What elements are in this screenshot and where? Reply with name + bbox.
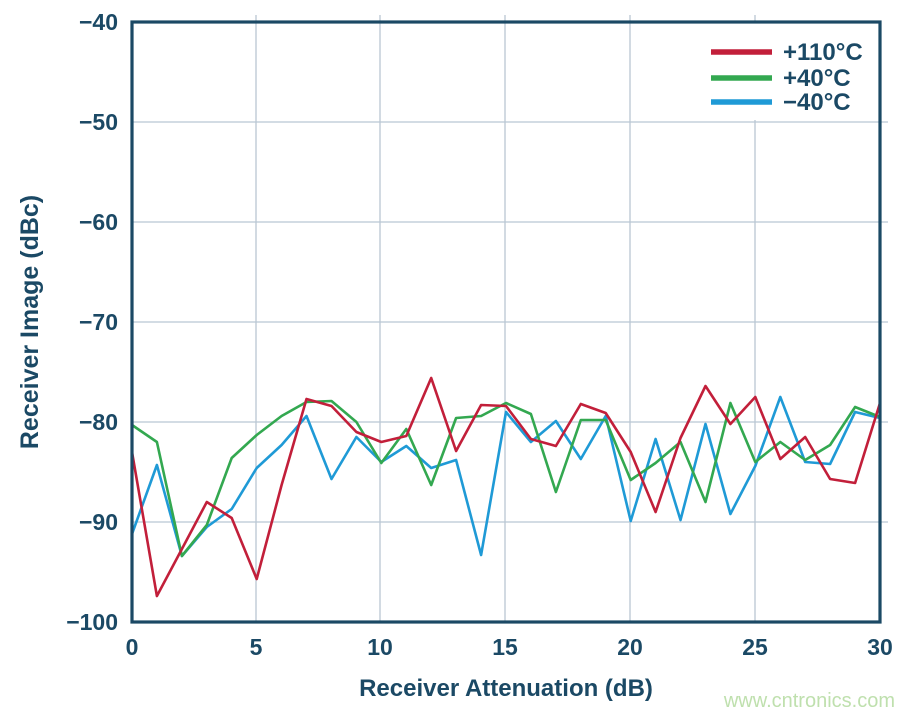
svg-text:+110°C: +110°C: [783, 39, 863, 66]
svg-text:15: 15: [492, 634, 518, 660]
svg-text:5: 5: [250, 634, 263, 660]
svg-text:−80: −80: [79, 409, 118, 435]
svg-text:−90: −90: [79, 509, 118, 535]
svg-text:−100: −100: [66, 609, 118, 635]
svg-text:−50: −50: [79, 109, 118, 135]
svg-text:0: 0: [126, 634, 139, 660]
svg-text:30: 30: [867, 634, 893, 660]
svg-text:www.cntronics.com: www.cntronics.com: [723, 690, 895, 712]
svg-text:−60: −60: [79, 209, 118, 235]
svg-text:−70: −70: [79, 309, 118, 335]
svg-text:Receiver Attenuation (dB): Receiver Attenuation (dB): [359, 675, 653, 702]
svg-text:−40°C: −40°C: [783, 89, 851, 116]
svg-text:10: 10: [367, 634, 393, 660]
svg-text:Receiver Image (dBc): Receiver Image (dBc): [16, 195, 44, 449]
svg-text:25: 25: [742, 634, 768, 660]
svg-text:20: 20: [617, 634, 643, 660]
svg-text:−40: −40: [79, 9, 118, 35]
svg-text:+40°C: +40°C: [783, 65, 851, 92]
